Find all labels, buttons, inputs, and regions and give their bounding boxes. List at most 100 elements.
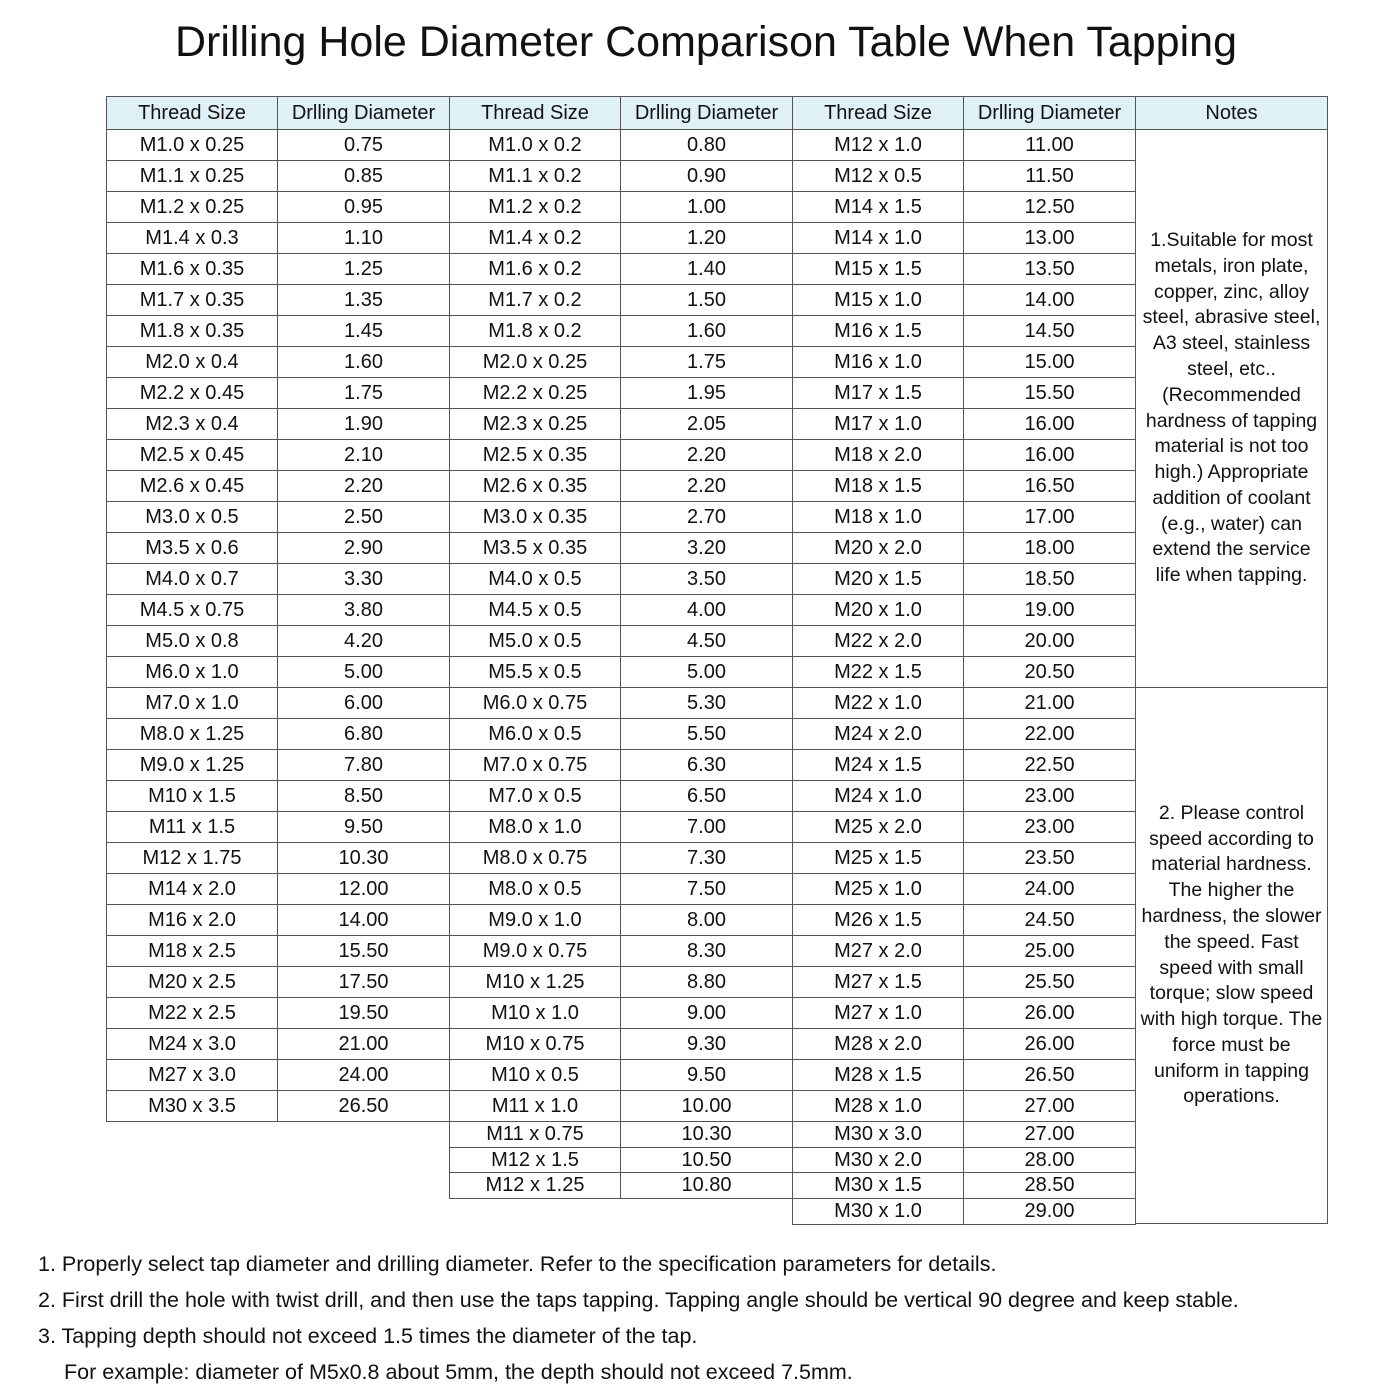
drilling-diameter-cell: 1.75 [620, 346, 793, 378]
drilling-diameter-cell: 1.50 [620, 284, 793, 316]
drilling-diameter-cell: 2.20 [620, 470, 793, 502]
thread-size-cell: M9.0 x 0.75 [449, 935, 621, 967]
thread-size-cell: M10 x 0.75 [449, 1028, 621, 1060]
column-header: Drlling Diameter [963, 96, 1136, 130]
thread-size-cell: M10 x 1.0 [449, 997, 621, 1029]
thread-size-cell: M4.5 x 0.75 [106, 594, 278, 626]
drilling-diameter-cell: 9.50 [277, 811, 450, 843]
thread-size-cell: M10 x 1.25 [449, 966, 621, 998]
thread-size-cell: M24 x 1.0 [792, 780, 964, 812]
drilling-diameter-cell: 1.20 [620, 222, 793, 254]
thread-size-cell: M24 x 3.0 [106, 1028, 278, 1060]
drilling-diameter-cell: 15.50 [277, 935, 450, 967]
thread-size-cell: M1.1 x 0.25 [106, 160, 278, 192]
footer-note-1: 1. Properly select tap diameter and dril… [38, 1252, 997, 1276]
thread-size-cell: M5.0 x 0.5 [449, 625, 621, 657]
thread-size-cell: M2.3 x 0.25 [449, 408, 621, 440]
thread-size-cell: M22 x 1.5 [792, 656, 964, 688]
drilling-diameter-cell: 26.50 [277, 1090, 450, 1122]
thread-size-cell: M6.0 x 1.0 [106, 656, 278, 688]
thread-size-cell: M2.5 x 0.35 [449, 439, 621, 471]
drilling-diameter-cell: 10.50 [620, 1146, 793, 1174]
thread-size-cell: M1.2 x 0.2 [449, 191, 621, 223]
drilling-diameter-cell: 1.40 [620, 253, 793, 285]
drilling-diameter-cell: 6.50 [620, 780, 793, 812]
thread-size-cell: M1.0 x 0.2 [449, 129, 621, 161]
thread-size-cell: M18 x 2.0 [792, 439, 964, 471]
drilling-diameter-cell: 26.50 [963, 1059, 1136, 1091]
thread-size-cell: M30 x 3.5 [106, 1090, 278, 1122]
drilling-diameter-cell: 0.95 [277, 191, 450, 223]
thread-size-cell: M1.1 x 0.2 [449, 160, 621, 192]
thread-size-cell: M2.3 x 0.4 [106, 408, 278, 440]
thread-size-cell: M8.0 x 1.25 [106, 718, 278, 750]
thread-size-cell: M30 x 1.5 [792, 1172, 964, 1200]
drilling-diameter-cell: 23.50 [963, 842, 1136, 874]
thread-size-cell: M8.0 x 1.0 [449, 811, 621, 843]
drilling-diameter-cell: 26.00 [963, 1028, 1136, 1060]
column-header: Drlling Diameter [277, 96, 450, 130]
thread-size-cell: M11 x 1.0 [449, 1090, 621, 1122]
footer-note-3: 3. Tapping depth should not exceed 1.5 t… [38, 1324, 698, 1348]
thread-size-cell: M3.5 x 0.35 [449, 532, 621, 564]
footer-note-2: 2. First drill the hole with twist drill… [38, 1288, 1239, 1312]
thread-size-cell: M4.5 x 0.5 [449, 594, 621, 626]
drilling-diameter-cell: 0.80 [620, 129, 793, 161]
drilling-diameter-cell: 8.00 [620, 904, 793, 936]
thread-size-cell: M2.5 x 0.45 [106, 439, 278, 471]
thread-size-cell: M28 x 1.0 [792, 1090, 964, 1122]
thread-size-cell: M7.0 x 1.0 [106, 687, 278, 719]
drilling-diameter-cell: 0.75 [277, 129, 450, 161]
drilling-diameter-cell: 1.60 [620, 315, 793, 347]
thread-size-cell: M24 x 1.5 [792, 749, 964, 781]
drilling-diameter-cell: 21.00 [277, 1028, 450, 1060]
thread-size-cell: M12 x 1.75 [106, 842, 278, 874]
drilling-diameter-cell: 2.20 [620, 439, 793, 471]
thread-size-cell: M28 x 1.5 [792, 1059, 964, 1091]
thread-size-cell: M17 x 1.0 [792, 408, 964, 440]
column-header: Thread Size [449, 96, 621, 130]
drilling-diameter-cell: 17.50 [277, 966, 450, 998]
drilling-diameter-cell: 6.80 [277, 718, 450, 750]
thread-size-cell: M20 x 1.0 [792, 594, 964, 626]
thread-size-cell: M7.0 x 0.5 [449, 780, 621, 812]
thread-size-cell: M12 x 1.25 [449, 1172, 621, 1200]
thread-size-cell: M2.2 x 0.45 [106, 377, 278, 409]
thread-size-cell: M16 x 1.5 [792, 315, 964, 347]
drilling-diameter-cell: 22.00 [963, 718, 1136, 750]
column-header: Thread Size [792, 96, 964, 130]
thread-size-cell: M1.7 x 0.2 [449, 284, 621, 316]
thread-size-cell: M1.6 x 0.35 [106, 253, 278, 285]
page-title: Drilling Hole Diameter Comparison Table … [175, 18, 1237, 66]
drilling-diameter-cell: 1.25 [277, 253, 450, 285]
thread-size-cell: M5.5 x 0.5 [449, 656, 621, 688]
drilling-diameter-cell: 2.20 [277, 470, 450, 502]
thread-size-cell: M2.6 x 0.35 [449, 470, 621, 502]
drilling-diameter-cell: 12.50 [963, 191, 1136, 223]
drilling-diameter-cell: 1.95 [620, 377, 793, 409]
drilling-diameter-cell: 10.00 [620, 1090, 793, 1122]
drilling-diameter-cell: 11.50 [963, 160, 1136, 192]
drilling-diameter-cell: 2.50 [277, 501, 450, 533]
drilling-diameter-cell: 7.80 [277, 749, 450, 781]
drilling-diameter-cell: 14.50 [963, 315, 1136, 347]
drilling-diameter-cell: 21.00 [963, 687, 1136, 719]
drilling-diameter-cell: 11.00 [963, 129, 1136, 161]
drilling-diameter-cell: 23.00 [963, 811, 1136, 843]
thread-size-cell: M18 x 1.0 [792, 501, 964, 533]
thread-size-cell: M20 x 2.5 [106, 966, 278, 998]
drilling-diameter-cell: 1.45 [277, 315, 450, 347]
thread-size-cell: M22 x 2.5 [106, 997, 278, 1029]
drilling-diameter-cell: 7.30 [620, 842, 793, 874]
thread-size-cell: M27 x 1.5 [792, 966, 964, 998]
thread-size-cell: M9.0 x 1.0 [449, 904, 621, 936]
thread-size-cell: M3.5 x 0.6 [106, 532, 278, 564]
thread-size-cell: M2.2 x 0.25 [449, 377, 621, 409]
thread-size-cell: M1.8 x 0.2 [449, 315, 621, 347]
thread-size-cell: M28 x 2.0 [792, 1028, 964, 1060]
thread-size-cell: M1.6 x 0.2 [449, 253, 621, 285]
drilling-diameter-cell: 4.00 [620, 594, 793, 626]
thread-size-cell: M1.0 x 0.25 [106, 129, 278, 161]
drilling-diameter-cell: 1.10 [277, 222, 450, 254]
column-header: Thread Size [106, 96, 278, 130]
